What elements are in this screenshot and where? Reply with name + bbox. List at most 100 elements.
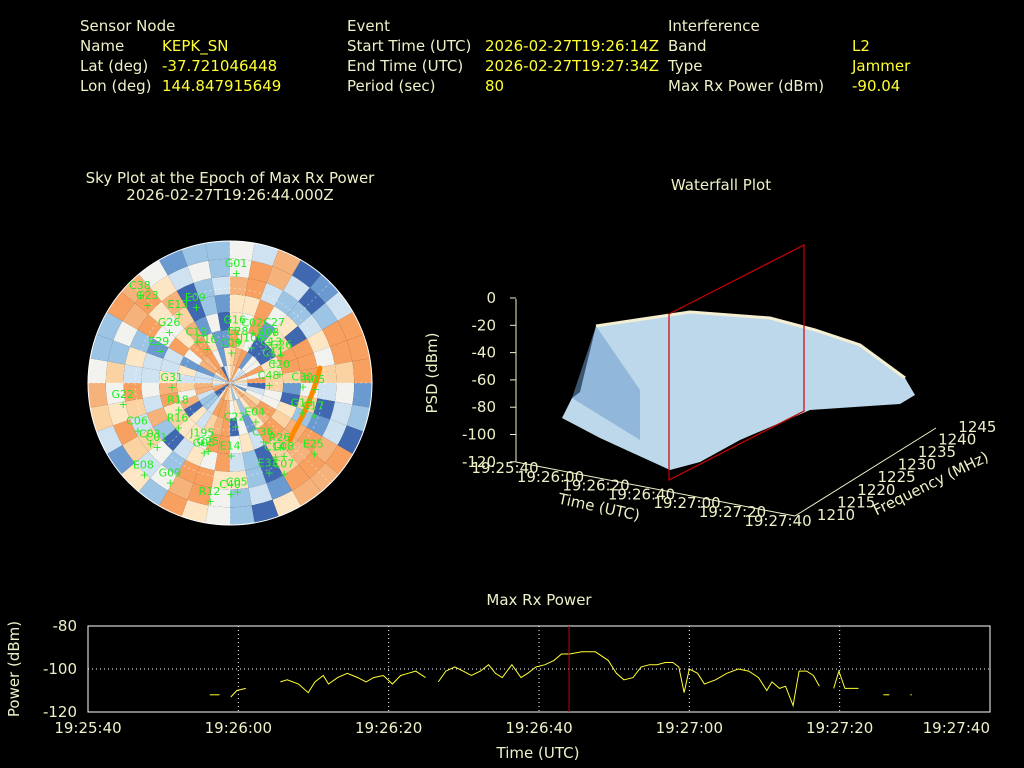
sky-cell (203, 413, 218, 434)
sky-cell (292, 260, 322, 288)
wf-z-tick: -120 (462, 453, 496, 471)
wf-y-tick: 1215 (837, 493, 875, 511)
sky-cell (212, 349, 224, 368)
satellite-marker: + (247, 342, 256, 355)
satellite-label: C08 (272, 440, 294, 453)
sky-cell (88, 358, 108, 383)
waterfall-tick-labels: 0-20-40-60-80-100-12019:25:4019:26:0019:… (462, 289, 997, 530)
sky-cell (217, 312, 230, 331)
sky-cell (207, 352, 222, 370)
sky-cell (162, 315, 185, 338)
sky-cell (239, 433, 255, 453)
satellite-label: C05 (226, 476, 248, 489)
max-rx-tick-labels: 19:25:40 19:26:00 19:26:20 19:26:40 19:27:00… (43, 617, 990, 737)
max-rx-x-tick: 19:26:20 (355, 719, 422, 737)
satellite-marker: + (143, 299, 152, 312)
sky-cell (242, 332, 257, 353)
sky-cell (199, 391, 217, 406)
interference-values: L2 Jammer -90.04 (852, 36, 910, 96)
sky-cell (150, 464, 177, 491)
satellite-marker: + (265, 379, 274, 392)
satellite-label: C22 (224, 410, 246, 423)
sky-grid-spoke (129, 382, 231, 484)
band-value: L2 (852, 37, 870, 55)
sky-cell (221, 366, 230, 383)
sky-cell (88, 383, 108, 408)
satellite-label: R05 (304, 373, 326, 386)
sky-cell (146, 407, 169, 428)
sky-cell (105, 361, 126, 383)
satellite-label: C07 (273, 457, 295, 470)
sky-cell (96, 312, 123, 341)
sky-cell (212, 379, 230, 383)
wf-x-tick: 19:27:40 (744, 512, 811, 530)
interference-block: Interference Band Type Max Rx Power (dBm… (668, 16, 824, 96)
name-value: KEPK_SN (162, 37, 229, 55)
sky-cell (330, 401, 353, 426)
sky-cell (241, 355, 258, 372)
sky-cell (352, 358, 372, 383)
sky-cell (236, 416, 249, 436)
sky-cell (230, 371, 246, 383)
sky-cell (270, 337, 292, 357)
sky-cell (196, 365, 215, 377)
sky-cell (238, 396, 253, 414)
sensor-node-block: Sensor Node Name Lat (deg) Lon (deg) (80, 16, 175, 96)
satellite-label: G25 (197, 435, 220, 448)
satellite-label: R08 (257, 326, 279, 339)
wf-z-tick: -40 (472, 344, 497, 362)
sky-cell (226, 383, 230, 401)
max-rx-y-tick: -100 (43, 660, 77, 678)
satellite-label: G09 (159, 467, 182, 480)
sky-cell (122, 303, 149, 330)
wf-z-tick: -60 (472, 371, 497, 389)
sky-cell (141, 383, 161, 399)
sky-cell (230, 435, 243, 454)
sky-cell (322, 320, 347, 347)
sky-cell (137, 427, 163, 452)
satellite-label: C36 (252, 426, 274, 439)
satellite-label: E08 (133, 458, 154, 471)
sky-cell (248, 429, 266, 450)
sky-cell (187, 260, 212, 283)
sky-plot: Sky Plot at the Epoch of Max Rx Power 20… (86, 169, 375, 526)
sky-cell (309, 274, 339, 304)
sky-cell (272, 490, 301, 517)
satellite-label: C03 (139, 427, 161, 440)
wf-y-tick: 1225 (878, 468, 916, 486)
sky-grid-ring (182, 335, 278, 431)
power-label: Max Rx Power (dBm) (668, 77, 825, 95)
sky-cell (217, 435, 230, 454)
sky-cell (161, 450, 186, 476)
sky-cell (113, 320, 138, 347)
satellite-marker: + (192, 301, 201, 314)
sky-cell (275, 428, 298, 451)
sky-cell (266, 475, 293, 500)
sensor-node-title: Sensor Node (80, 17, 176, 35)
sky-cell (230, 258, 252, 279)
sky-cell (167, 266, 194, 291)
sky-cell (153, 325, 176, 348)
sky-cell (299, 367, 319, 383)
sky-cell (243, 391, 261, 406)
sky-cell (195, 410, 213, 430)
event-title: Event (347, 17, 390, 35)
sky-cell (280, 358, 300, 374)
satellite-marker: + (298, 380, 307, 393)
sky-cell (230, 369, 244, 383)
max-rx-series (209, 651, 912, 708)
satellite-label: C13 (260, 336, 282, 349)
satellite-label: E13 (167, 298, 188, 311)
event-block: Event Start Time (UTC) End Time (UTC) Pe… (347, 16, 471, 96)
satellite-marker: + (251, 415, 260, 428)
sky-cell (298, 287, 326, 315)
end-label: End Time (UTC) (347, 57, 464, 75)
sky-cell (297, 427, 323, 452)
sky-cell (142, 395, 164, 414)
satellite-label: E25 (303, 438, 324, 451)
sky-cell (146, 338, 169, 359)
sky-cell (292, 478, 322, 506)
sky-cell (230, 452, 246, 472)
satellite-marker: + (276, 441, 285, 454)
sky-cell (220, 329, 230, 349)
